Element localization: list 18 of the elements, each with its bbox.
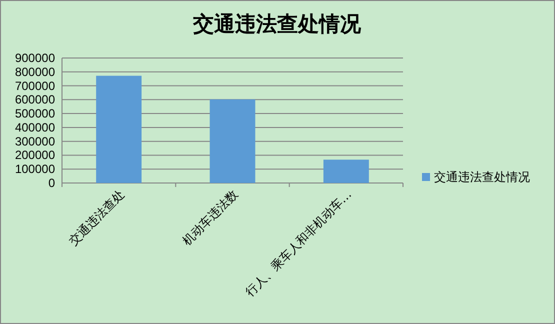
legend-label: 交通违法查处情况 (434, 170, 530, 184)
chart-title: 交通违法查处情况 (192, 12, 362, 36)
y-tick-label: 600000 (14, 92, 56, 107)
y-tick-label: 300000 (14, 134, 56, 148)
y-tick-label: 400000 (14, 120, 56, 134)
y-tick-label: 800000 (14, 64, 56, 79)
x-tick-label: 机动车违法数 (180, 187, 241, 248)
bar (96, 76, 142, 183)
y-tick-label: 700000 (14, 78, 56, 93)
bar (323, 160, 369, 183)
x-tick-label: 行人、乘车人和非机动车… (242, 187, 354, 299)
y-tick-label: 200000 (14, 148, 56, 162)
y-tick-label: 100000 (14, 162, 56, 176)
y-tick-label: 0 (48, 176, 56, 190)
x-tick-label: 交通违法查处 (66, 187, 127, 248)
bar (210, 99, 256, 183)
y-tick-label: 900000 (14, 51, 56, 65)
y-tick-label: 500000 (14, 106, 56, 121)
